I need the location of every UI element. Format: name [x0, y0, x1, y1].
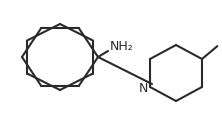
Text: NH₂: NH₂	[110, 41, 134, 54]
Text: N: N	[138, 82, 148, 95]
